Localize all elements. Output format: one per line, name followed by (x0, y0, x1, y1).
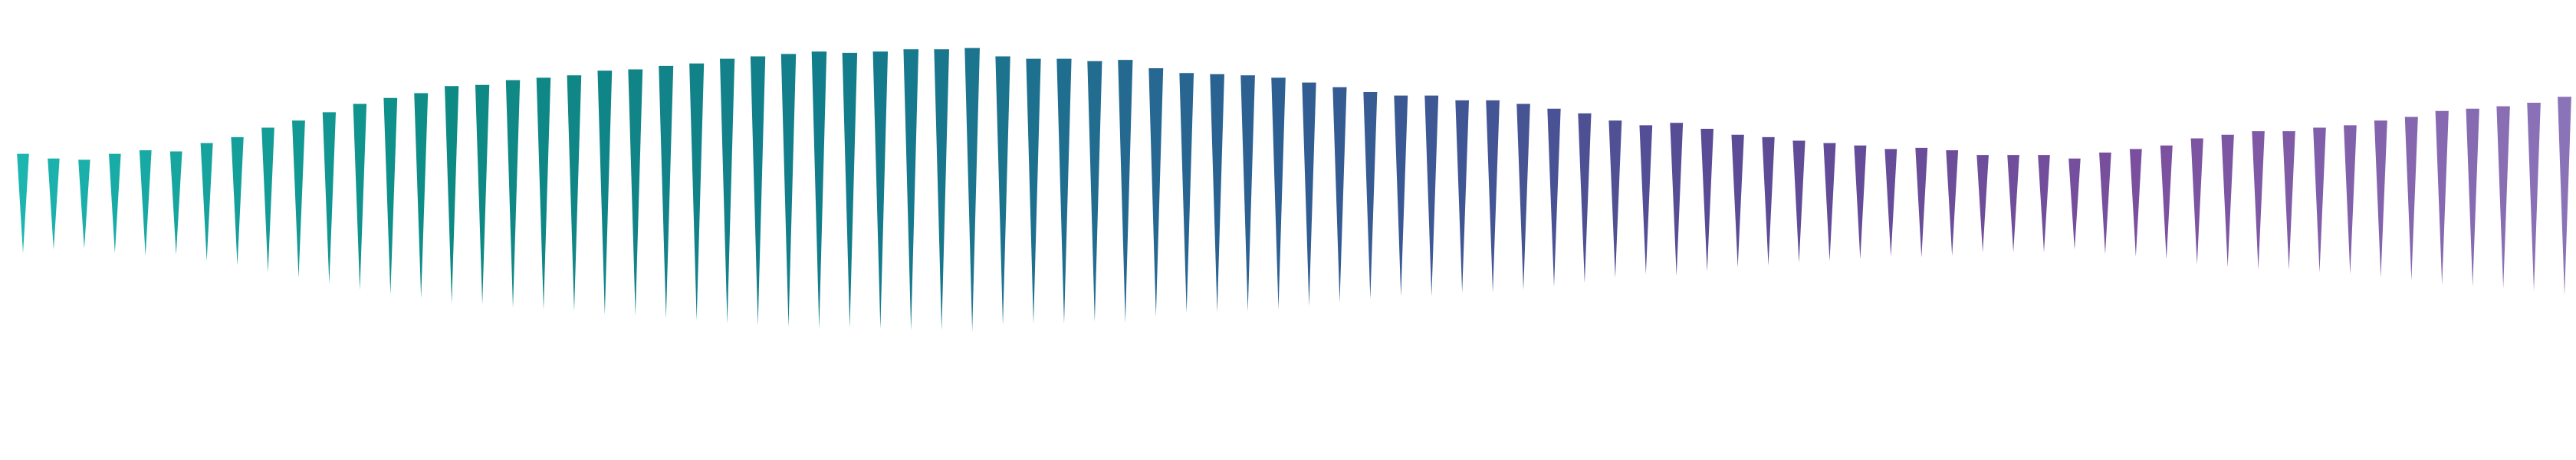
wave-bar (1516, 104, 1530, 291)
wave-bar (1731, 134, 1744, 268)
wave-bar (2190, 138, 2203, 265)
wave-bar (261, 127, 274, 273)
wave-bar (2252, 131, 2265, 271)
wave-bar (200, 143, 213, 261)
wave-bar (903, 49, 919, 331)
wave-bar (108, 153, 121, 254)
wave-bar (719, 58, 735, 324)
wave-bar (445, 86, 459, 304)
wave-bar (2160, 145, 2173, 260)
wave-bar (2221, 134, 2234, 268)
wave-bar (934, 49, 950, 331)
wave-bar (2404, 117, 2418, 281)
wave-bar (2099, 153, 2111, 255)
wave-bar (1547, 108, 1561, 287)
wave-bar (1486, 100, 1500, 293)
wave-bar (597, 71, 613, 315)
wave-bar (1363, 92, 1378, 299)
wave-bar (536, 77, 551, 310)
wave-bar (1608, 120, 1622, 278)
wave-bar (1148, 68, 1164, 317)
wave-bar (1884, 149, 1898, 257)
wave-bar (567, 75, 582, 312)
wave-bar (2344, 125, 2357, 274)
wave-bar (78, 159, 90, 249)
wave-bar (1823, 143, 1836, 261)
wave-bar (169, 151, 182, 255)
wave-bar (1700, 129, 1714, 272)
wave-bar (2435, 110, 2449, 285)
wave-bar (1056, 58, 1072, 324)
wave-bar (1915, 147, 1928, 258)
wave-bar (17, 153, 29, 254)
wave-bar (2068, 158, 2081, 250)
wave-bar (750, 56, 766, 326)
wave-bar (383, 97, 398, 295)
wave-bar (475, 84, 490, 304)
wave-bar (322, 112, 337, 284)
wave-bar (2374, 120, 2387, 278)
wave-bar (1946, 150, 1959, 256)
wave-bar (1271, 77, 1286, 310)
wave-bar (1792, 140, 1806, 263)
wave-bar (48, 158, 60, 250)
wave-bar (1578, 113, 1592, 284)
wave-bar (780, 54, 797, 327)
wave-bar (1026, 58, 1041, 324)
wave-bar (1240, 75, 1255, 312)
wave-bar (842, 52, 858, 328)
wave-bar (2038, 155, 2050, 253)
wave-bar (1118, 60, 1133, 324)
wave-bar (2466, 108, 2479, 287)
wave-bar (2558, 97, 2571, 296)
wave-bar (2496, 106, 2510, 289)
wave-bar (1762, 136, 1775, 266)
wave-bar (2527, 102, 2541, 291)
wave-bar (1332, 87, 1347, 303)
wave-bar (1670, 123, 1684, 277)
wave-bar (1424, 95, 1439, 297)
wave-bar (505, 80, 521, 308)
wave-bar (811, 51, 827, 330)
wave-bar (2129, 149, 2142, 257)
wave-bar (1639, 125, 1653, 274)
wave-bar (2313, 127, 2326, 273)
wave-bar (1455, 100, 1470, 293)
wave-bar (2007, 155, 2019, 253)
wave-bar (689, 63, 705, 320)
wave-bar (1854, 145, 1867, 260)
waveform-bars (17, 48, 2571, 332)
wave-bar (628, 69, 643, 316)
wave-bar (291, 120, 305, 278)
wave-bar (414, 93, 429, 298)
wave-bar (139, 150, 152, 256)
wave-bar (1179, 73, 1194, 314)
wave-bar (964, 48, 980, 332)
wave-bar (231, 136, 244, 266)
wave-bar (995, 56, 1010, 326)
wave-bar (1394, 95, 1408, 297)
wave-bar (1976, 155, 1989, 253)
wave-bar (353, 104, 367, 291)
wave-bar (1302, 82, 1316, 307)
wave-bar (1087, 61, 1102, 322)
wave-bar (872, 51, 889, 330)
wave-bar (1210, 74, 1224, 313)
wave-bar (659, 65, 674, 319)
wave-bar (2282, 131, 2295, 271)
